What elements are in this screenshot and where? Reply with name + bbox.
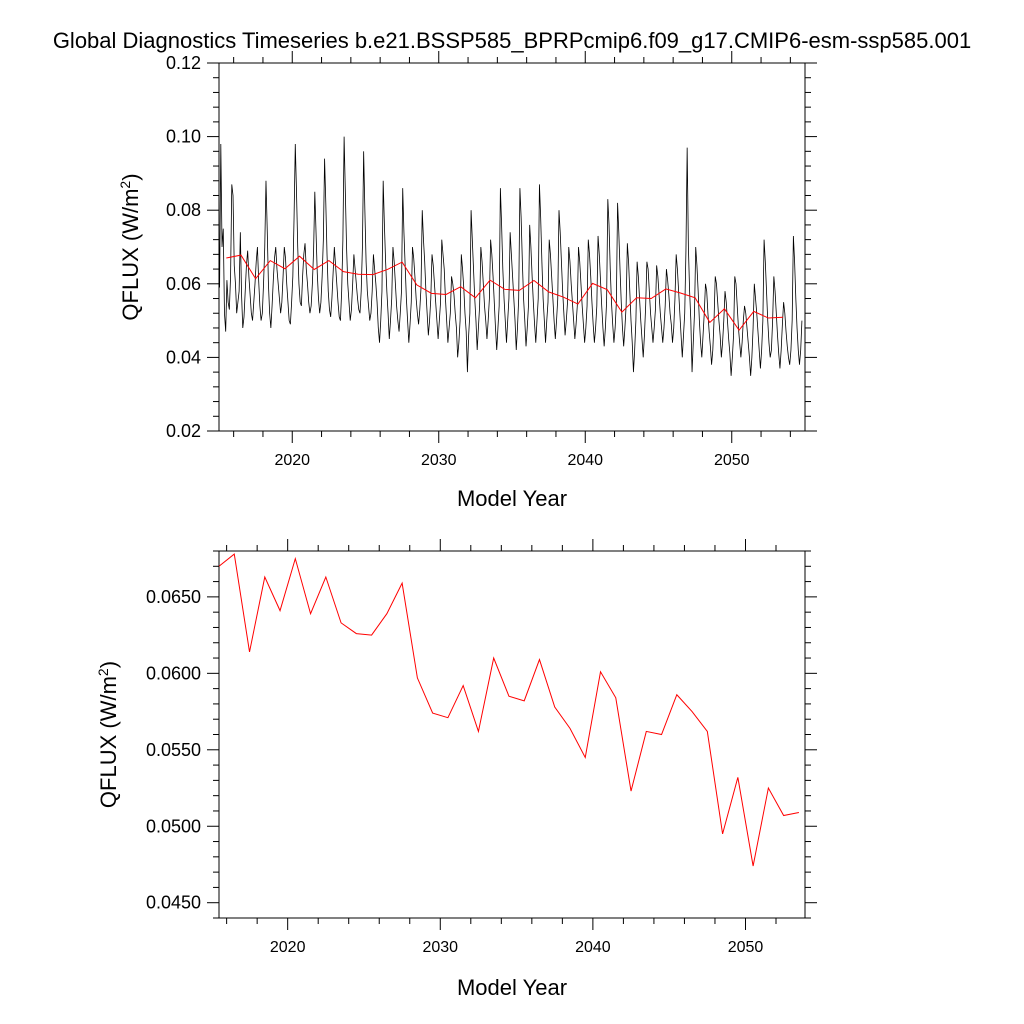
x-tick-label: 2020 [274,452,310,469]
figure-title: Global Diagnostics Timeseries b.e21.BSSP… [53,28,971,53]
y-axis-label: QFLUX (W/m2) [95,661,121,808]
y-tick-label: 0.06 [166,274,201,294]
annual-mean-series-line [226,254,784,332]
annual-mean-series-line [219,553,799,867]
y-tick-label: 0.10 [166,127,201,147]
x-tick-label: 2050 [714,452,750,469]
x-tick-label: 2030 [421,452,457,469]
x-axis-label: Model Year [457,975,567,1000]
y-tick-label: 0.12 [166,53,201,73]
y-tick-label: 0.0600 [146,663,201,683]
y-tick-label: 0.0650 [146,587,201,607]
y-tick-label: 0.0500 [146,816,201,836]
x-tick-label: 2050 [728,939,764,956]
x-tick-label: 2030 [422,939,458,956]
monthly-series-line [219,136,803,376]
plot-frame [218,550,806,919]
y-tick-label: 0.0450 [146,893,201,913]
y-axis-label: QFLUX (W/m2) [117,173,143,320]
top-panel-monthly-and-annual: 2020 2030 2040 2050 0.02 0.04 0.06 0.08 0.10 0.12… [117,51,817,511]
y-tick-label: 0.08 [166,200,201,220]
x-tick-label: 2040 [575,939,611,956]
y-tick-label: 0.02 [166,421,201,441]
y-tick-label: 0.04 [166,347,201,367]
bottom-panel-annual: 2020 2030 2040 2050 0.0450 0.0500 0.0550 0.0600… [95,539,817,1000]
x-tick-label: 2040 [567,452,603,469]
x-axis-label: Model Year [457,486,567,511]
y-tick-label: 0.0550 [146,740,201,760]
x-tick-label: 2020 [270,939,306,956]
plot-frame [218,62,806,432]
